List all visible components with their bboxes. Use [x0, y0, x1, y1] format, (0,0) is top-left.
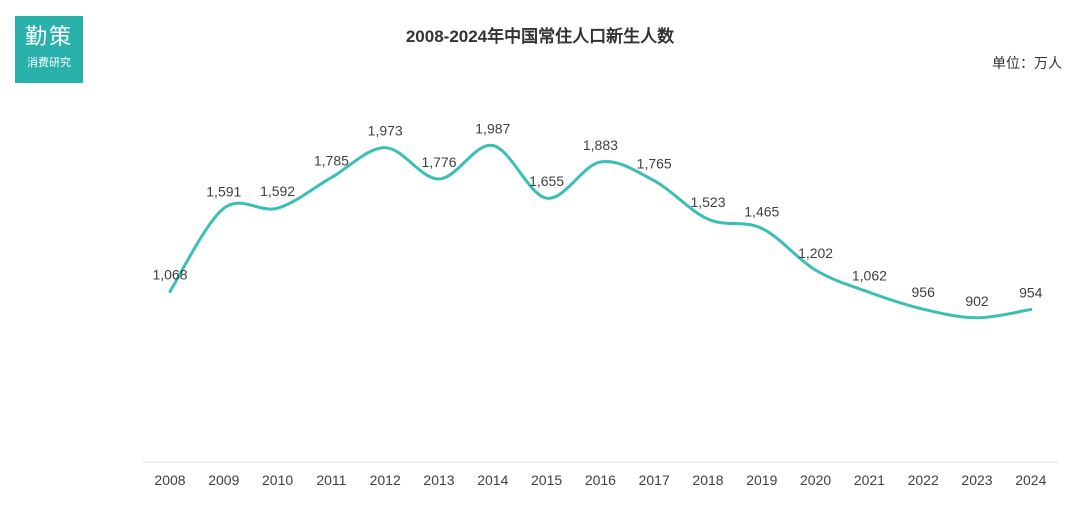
x-tick-label: 2021 [854, 472, 885, 488]
data-label: 1,465 [744, 203, 779, 219]
data-label: 1,655 [529, 173, 564, 189]
data-label: 1,523 [690, 194, 725, 210]
x-tick-label: 2012 [370, 472, 401, 488]
data-label: 956 [912, 284, 936, 300]
data-label: 1,592 [260, 183, 295, 199]
x-tick-label: 2011 [316, 472, 346, 488]
x-tick-label: 2024 [1015, 472, 1046, 488]
logo-sub-text: 消费研究 [27, 57, 71, 69]
x-tick-label: 2014 [477, 472, 508, 488]
chart-title: 2008-2024年中国常住人口新生人数 [405, 27, 675, 46]
x-tick-label: 2023 [961, 472, 992, 488]
x-tick-label: 2015 [531, 472, 562, 488]
logo-main-text: 勤策 [24, 25, 73, 50]
data-label: 1,068 [152, 266, 187, 282]
x-tick-label: 2016 [585, 472, 616, 488]
x-tick-label: 2022 [908, 472, 939, 488]
x-tick-label: 2010 [262, 472, 293, 488]
data-label: 1,202 [798, 245, 833, 261]
x-tick-label: 2013 [423, 472, 454, 488]
x-tick-label: 2020 [800, 472, 831, 488]
x-tick-label: 2019 [746, 472, 777, 488]
data-label: 902 [965, 293, 989, 309]
x-tick-label: 2009 [208, 472, 239, 488]
x-tick-label: 2008 [154, 472, 185, 488]
series-line [168, 143, 1033, 320]
brand-logo: 勤策 消费研究 [15, 16, 83, 83]
data-label: 1,776 [421, 154, 456, 170]
data-label: 1,785 [314, 153, 349, 169]
x-tick-label: 2017 [639, 472, 670, 488]
data-label: 1,591 [206, 183, 241, 199]
data-label: 1,987 [475, 120, 510, 136]
x-tick-label: 2018 [692, 472, 723, 488]
unit-label: 单位：万人 [992, 55, 1062, 71]
data-label: 1,765 [637, 156, 672, 172]
data-label: 1,973 [368, 123, 403, 139]
data-label: 1,883 [583, 137, 618, 153]
data-label: 954 [1019, 285, 1043, 301]
data-label: 1,062 [852, 267, 887, 283]
